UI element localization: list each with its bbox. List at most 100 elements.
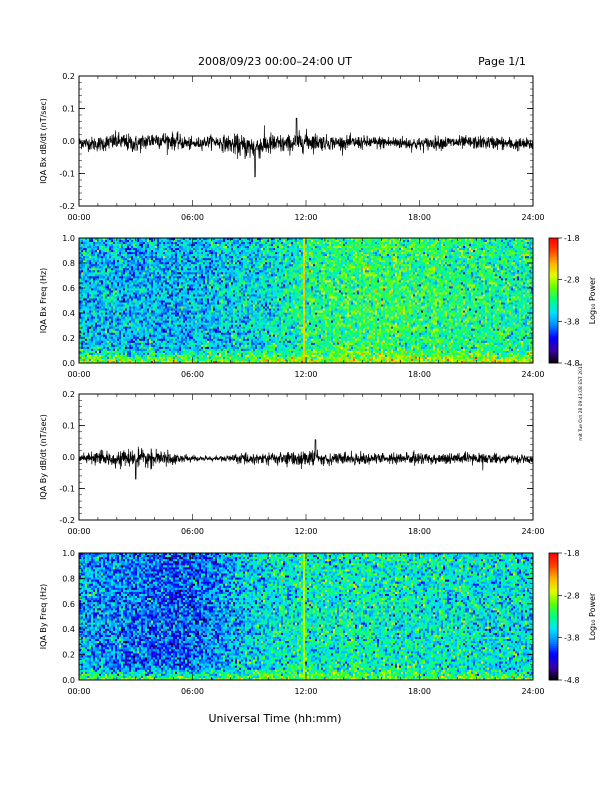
spectrogram-cell	[207, 343, 209, 345]
spectrogram-cell	[101, 244, 103, 246]
spectrogram-cell	[227, 303, 229, 305]
spectrogram-cell	[141, 244, 143, 246]
spectrogram-cell	[215, 240, 217, 242]
spectrogram-cell	[199, 280, 201, 282]
spectrogram-cell	[185, 331, 187, 333]
spectrogram-cell	[213, 290, 215, 292]
spectrogram-cell	[197, 339, 199, 341]
spectrogram-cell	[131, 307, 133, 309]
spectrogram-cell	[85, 242, 87, 244]
spectrogram-cell	[115, 294, 117, 296]
spectrogram-cell	[109, 329, 111, 331]
spectrogram-cell	[153, 286, 155, 288]
spectrogram-cell	[123, 246, 125, 248]
spectrogram-cell	[233, 355, 235, 357]
spectrogram-cell	[109, 268, 111, 270]
spectrogram-cell	[205, 321, 207, 323]
spectrogram-cell	[217, 298, 219, 300]
spectrogram-cell	[85, 290, 87, 292]
spectrogram-cell	[157, 294, 159, 296]
spectrogram-cell	[101, 311, 103, 313]
spectrogram-cell	[99, 351, 101, 353]
spectrogram-cell	[155, 333, 157, 335]
spectrogram-cell	[91, 278, 93, 280]
spectrogram-cell	[187, 262, 189, 264]
spectrogram-cell	[191, 288, 193, 290]
spectrogram-cell	[165, 294, 167, 296]
spectrogram-cell	[133, 274, 135, 276]
spectrogram-cell	[157, 252, 159, 254]
spectrogram-cell	[101, 290, 103, 292]
spectrogram-cell	[201, 313, 203, 315]
spectrogram-cell	[145, 260, 147, 262]
spectrogram-cell	[191, 244, 193, 246]
spectrogram-cell	[91, 280, 93, 282]
spectrogram-cell	[219, 329, 221, 331]
spectrogram-cell	[205, 284, 207, 286]
spectrogram-cell	[115, 242, 117, 244]
spectrogram-cell	[93, 294, 95, 296]
spectrogram-cell	[205, 347, 207, 349]
spectrogram-cell	[209, 252, 211, 254]
spectrogram-cell	[201, 339, 203, 341]
spectrogram-cell	[143, 250, 145, 252]
spectrogram-cell	[123, 256, 125, 258]
spectrogram-cell	[127, 254, 129, 256]
spectrogram-cell	[121, 242, 123, 244]
spectrogram-cell	[129, 244, 131, 246]
spectrogram-cell	[165, 244, 167, 246]
spectrogram-cell	[109, 248, 111, 250]
spectrogram-cell	[103, 296, 105, 298]
spectrogram-cell	[129, 305, 131, 307]
spectrogram-cell	[207, 262, 209, 264]
spectrogram-cell	[135, 321, 137, 323]
spectrogram-cell	[213, 282, 215, 284]
spectrogram-cell	[187, 286, 189, 288]
spectrogram-cell	[83, 319, 85, 321]
spectrogram-cell	[123, 313, 125, 315]
y-tick-label: 0.0	[62, 137, 75, 146]
spectrogram-cell	[187, 339, 189, 341]
spectrogram-cell	[195, 296, 197, 298]
spectrogram-cell	[127, 274, 129, 276]
spectrogram-cell	[173, 282, 175, 284]
spectrogram-cell	[203, 333, 205, 335]
spectrogram-cell	[215, 250, 217, 252]
spectrogram-cell	[133, 262, 135, 264]
spectrogram-cell	[225, 309, 227, 311]
spectrogram-cell	[205, 341, 207, 343]
spectrogram-cell	[127, 264, 129, 266]
spectrogram-cell	[153, 270, 155, 272]
spectrogram-cell	[195, 258, 197, 260]
spectrogram-cell	[97, 341, 99, 343]
spectrogram-cell	[211, 349, 213, 351]
spectrogram-cell	[201, 258, 203, 260]
spectrogram-cell	[169, 359, 171, 361]
spectrogram-cell	[107, 357, 109, 359]
spectrogram-cell	[119, 313, 121, 315]
spectrogram-cell	[135, 246, 137, 248]
spectrogram-cell	[185, 248, 187, 250]
spectrogram-cell	[189, 284, 191, 286]
spectrogram-cell	[123, 323, 125, 325]
spectrogram-cell	[91, 325, 93, 327]
spectrogram-cell	[233, 256, 235, 258]
spectrogram-cell	[189, 278, 191, 280]
spectrogram-cell	[141, 282, 143, 284]
spectrogram-cell	[99, 268, 101, 270]
spectrogram-cell	[187, 335, 189, 337]
spectrogram-cell	[207, 313, 209, 315]
spectrogram-cell	[89, 329, 91, 331]
spectrogram-cell	[197, 240, 199, 242]
spectrogram-cell	[169, 353, 171, 355]
spectrogram-cell	[141, 260, 143, 262]
spectrogram-cell	[97, 321, 99, 323]
spectrogram-cell	[93, 347, 95, 349]
spectrogram-cell	[145, 296, 147, 298]
spectrogram-cell	[157, 317, 159, 319]
spectrogram-cell	[105, 303, 107, 305]
spectrogram-cell	[189, 286, 191, 288]
spectrogram-cell	[93, 252, 95, 254]
spectrogram-cell	[195, 254, 197, 256]
spectrogram-cell	[123, 248, 125, 250]
